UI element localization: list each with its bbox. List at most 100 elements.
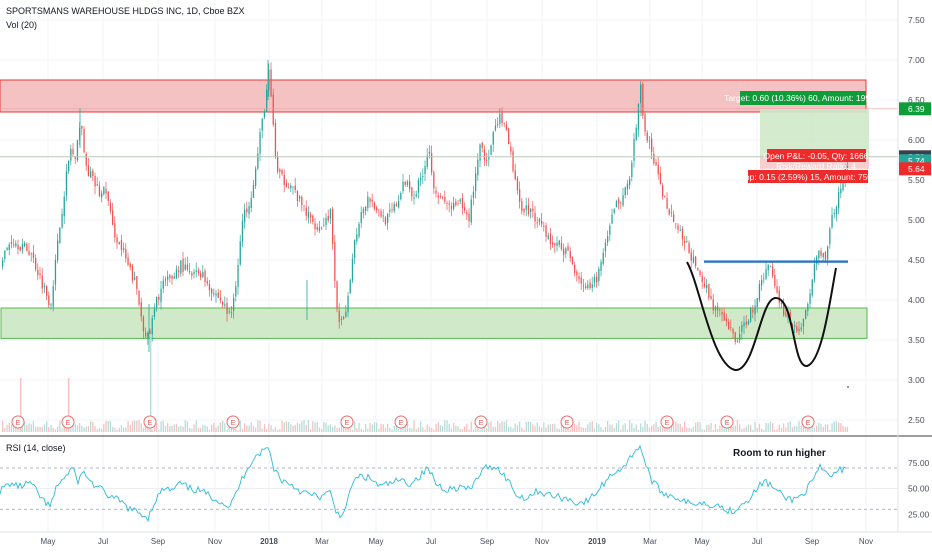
volume-bar <box>811 423 813 432</box>
candle-body <box>699 270 701 276</box>
candle-body <box>118 242 120 245</box>
earnings-marker <box>720 415 734 429</box>
candle-body <box>398 201 400 208</box>
candle-body <box>563 248 565 255</box>
volume-bar <box>138 420 140 432</box>
candle-body <box>842 180 844 191</box>
volume-bar <box>237 429 239 432</box>
candle-body <box>769 266 772 268</box>
price-tick-label: 4.50 <box>908 255 925 265</box>
volume-bar <box>512 428 514 432</box>
target-label: Target: 0.60 (10.36%) 60, Amount: 1999.6 <box>724 93 882 103</box>
volume-bar <box>182 426 184 432</box>
volume-bar <box>580 426 582 432</box>
volume-bar <box>842 425 844 432</box>
candle-body <box>646 132 648 141</box>
volume-bar <box>536 422 538 432</box>
volume-bar <box>516 425 519 432</box>
candle-body <box>136 276 138 289</box>
candle-body <box>28 250 30 255</box>
volume-bar <box>356 427 358 432</box>
volume-bar <box>246 425 248 432</box>
volume-indicator-label[interactable]: Vol (20) <box>6 20 38 30</box>
volume-bar <box>633 427 635 432</box>
volume-bar <box>497 421 499 432</box>
volume-bar <box>98 427 101 432</box>
volume-bar <box>783 423 785 432</box>
earnings-marker-label: E <box>479 420 484 427</box>
rsi-indicator-label[interactable]: RSI (14, close) <box>6 443 66 453</box>
candle-body <box>257 153 259 169</box>
price-tick-label: 7.00 <box>908 55 925 65</box>
candle-body <box>648 140 651 142</box>
candle-body <box>556 242 558 247</box>
volume-bar <box>125 427 127 432</box>
candle-body <box>794 325 796 327</box>
candle-body <box>745 321 747 325</box>
open-pl-label: Open P&L: -0.05, Qty: 1666 <box>764 151 869 161</box>
candle-body <box>571 256 574 264</box>
volume-bar <box>673 420 675 432</box>
candle-body <box>732 329 734 334</box>
candle-body <box>703 283 706 287</box>
volume-bar <box>523 429 525 432</box>
candle-body <box>807 303 809 312</box>
candle-body <box>237 264 239 287</box>
volume-bar <box>334 425 336 432</box>
stop-price-badge-box <box>899 162 931 176</box>
candle-body <box>48 295 50 306</box>
candle-body <box>347 295 349 313</box>
volume-bar <box>8 422 10 432</box>
volume-bar <box>626 429 629 432</box>
volume-bar <box>684 421 686 432</box>
candle-body <box>512 151 514 172</box>
candle-body <box>670 212 673 214</box>
volume-bar <box>602 429 604 432</box>
volume-bar <box>556 428 558 432</box>
candle-body <box>613 209 615 213</box>
price-tick-label: 5.00 <box>908 215 925 225</box>
candle-body <box>510 146 512 152</box>
volume-spike <box>150 337 152 432</box>
candle-body <box>391 209 393 210</box>
volume-bar <box>653 424 655 432</box>
candle-body <box>145 332 147 337</box>
candle-body <box>800 327 802 330</box>
volume-bar <box>543 422 545 432</box>
volume-bar <box>261 428 263 432</box>
stop-label-box <box>748 170 868 183</box>
candle-body <box>316 227 318 230</box>
candle-body <box>666 198 668 209</box>
volume-bar <box>358 423 360 432</box>
volume-bar <box>74 423 76 432</box>
earnings-marker <box>340 415 354 429</box>
volume-bar <box>417 427 420 432</box>
candle-body <box>134 277 136 280</box>
candle-body <box>756 298 758 307</box>
candle-body <box>598 268 600 282</box>
stop-price-badge: 5.64 <box>908 164 925 174</box>
volume-bar <box>637 429 640 432</box>
volume-bar <box>272 429 274 432</box>
candle-body <box>224 304 226 306</box>
volume-bar <box>164 425 167 432</box>
volume-bar <box>123 427 125 432</box>
candle-body <box>362 209 365 214</box>
candle-body <box>409 181 411 189</box>
candle-body <box>349 280 351 294</box>
candle-body <box>85 154 87 166</box>
volume-bar <box>582 427 585 432</box>
volume-bar <box>259 420 261 432</box>
volume-bar <box>208 429 211 432</box>
volume-bar <box>734 425 736 432</box>
volume-bar <box>791 427 794 432</box>
volume-bar <box>323 421 325 432</box>
time-tick-label: Sep <box>480 537 495 546</box>
volume-bar <box>439 424 442 432</box>
volume-bar <box>433 429 435 432</box>
candle-body <box>833 213 835 215</box>
candle-body <box>68 160 70 172</box>
candle-body <box>158 296 160 300</box>
volume-bar <box>747 424 750 432</box>
